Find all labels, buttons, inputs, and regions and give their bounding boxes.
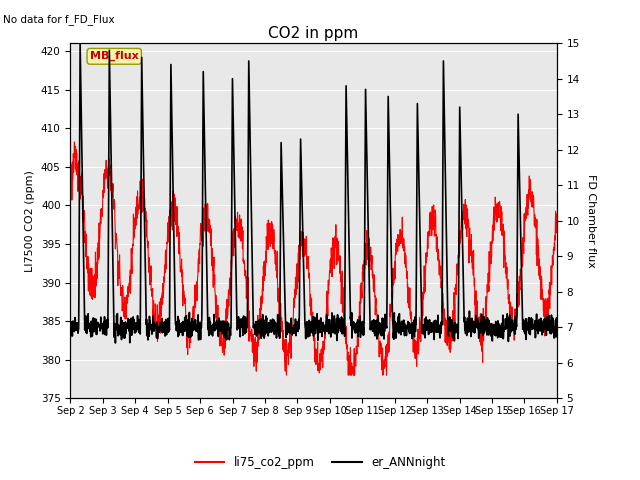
Y-axis label: LI7500 CO2 (ppm): LI7500 CO2 (ppm) xyxy=(25,170,35,272)
Legend: li75_co2_ppm, er_ANNnight: li75_co2_ppm, er_ANNnight xyxy=(190,452,450,474)
Title: CO2 in ppm: CO2 in ppm xyxy=(268,25,359,41)
Text: MB_flux: MB_flux xyxy=(90,51,139,61)
Text: No data for f_FD_Flux: No data for f_FD_Flux xyxy=(3,14,115,25)
Y-axis label: FD Chamber flux: FD Chamber flux xyxy=(586,174,596,268)
